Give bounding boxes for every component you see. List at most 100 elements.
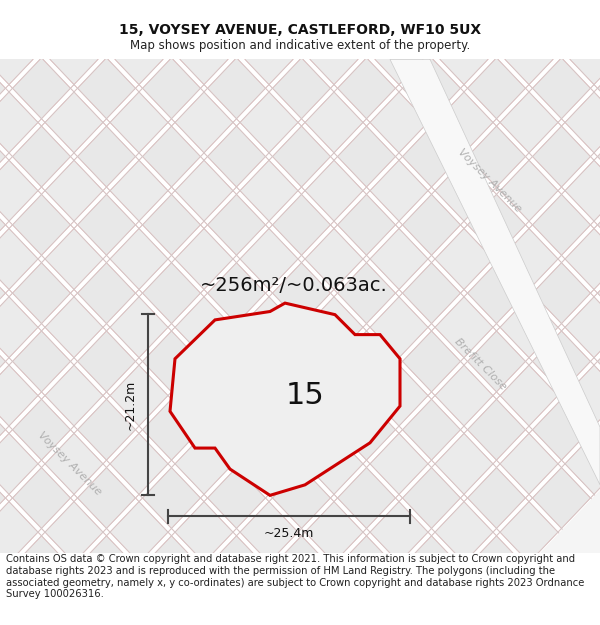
- Polygon shape: [403, 331, 461, 392]
- Polygon shape: [467, 194, 526, 255]
- Polygon shape: [370, 365, 428, 426]
- Polygon shape: [370, 433, 428, 494]
- Polygon shape: [403, 536, 461, 597]
- Polygon shape: [45, 502, 103, 562]
- Polygon shape: [337, 262, 395, 324]
- Polygon shape: [598, 536, 600, 597]
- Polygon shape: [272, 262, 331, 324]
- Polygon shape: [0, 433, 38, 494]
- Polygon shape: [370, 160, 428, 221]
- Polygon shape: [45, 24, 103, 84]
- Polygon shape: [175, 433, 233, 494]
- Polygon shape: [208, 262, 265, 324]
- Polygon shape: [263, 346, 347, 414]
- Polygon shape: [565, 92, 600, 153]
- Polygon shape: [403, 126, 461, 187]
- Polygon shape: [403, 262, 461, 324]
- Polygon shape: [565, 229, 600, 289]
- Polygon shape: [0, 24, 38, 84]
- Polygon shape: [110, 92, 168, 153]
- Polygon shape: [110, 229, 168, 289]
- Polygon shape: [500, 160, 558, 221]
- Polygon shape: [175, 24, 233, 84]
- Polygon shape: [77, 331, 136, 392]
- Polygon shape: [435, 160, 493, 221]
- Polygon shape: [598, 194, 600, 255]
- Polygon shape: [208, 399, 265, 460]
- Polygon shape: [390, 59, 600, 485]
- Polygon shape: [240, 24, 298, 84]
- Polygon shape: [272, 58, 331, 119]
- Polygon shape: [598, 126, 600, 187]
- Polygon shape: [240, 92, 298, 153]
- Polygon shape: [175, 297, 233, 358]
- Polygon shape: [0, 365, 38, 426]
- Polygon shape: [240, 297, 298, 358]
- Polygon shape: [598, 399, 600, 460]
- Polygon shape: [467, 536, 526, 597]
- Polygon shape: [0, 468, 5, 529]
- Polygon shape: [0, 92, 38, 153]
- Polygon shape: [598, 468, 600, 529]
- Polygon shape: [110, 502, 168, 562]
- Polygon shape: [240, 502, 298, 562]
- Polygon shape: [143, 536, 200, 597]
- Polygon shape: [305, 24, 363, 84]
- Polygon shape: [0, 536, 5, 597]
- Polygon shape: [337, 331, 395, 392]
- Polygon shape: [175, 92, 233, 153]
- Polygon shape: [240, 229, 298, 289]
- Polygon shape: [598, 262, 600, 324]
- Polygon shape: [565, 160, 600, 221]
- Polygon shape: [143, 399, 200, 460]
- Polygon shape: [272, 194, 331, 255]
- Polygon shape: [175, 229, 233, 289]
- Polygon shape: [370, 297, 428, 358]
- Polygon shape: [370, 24, 428, 84]
- Polygon shape: [533, 331, 590, 392]
- Polygon shape: [533, 536, 590, 597]
- Polygon shape: [0, 331, 5, 392]
- Text: ~21.2m: ~21.2m: [124, 379, 137, 429]
- Polygon shape: [500, 297, 558, 358]
- Polygon shape: [533, 126, 590, 187]
- Polygon shape: [305, 229, 363, 289]
- Polygon shape: [435, 297, 493, 358]
- Polygon shape: [500, 92, 558, 153]
- Polygon shape: [272, 399, 331, 460]
- Polygon shape: [0, 194, 5, 255]
- Polygon shape: [0, 297, 38, 358]
- Polygon shape: [143, 262, 200, 324]
- Polygon shape: [533, 399, 590, 460]
- Polygon shape: [143, 58, 200, 119]
- Polygon shape: [435, 502, 493, 562]
- Polygon shape: [500, 24, 558, 84]
- Polygon shape: [175, 502, 233, 562]
- Polygon shape: [305, 92, 363, 153]
- Polygon shape: [337, 468, 395, 529]
- Polygon shape: [143, 194, 200, 255]
- Polygon shape: [435, 92, 493, 153]
- Polygon shape: [467, 262, 526, 324]
- Polygon shape: [337, 399, 395, 460]
- Polygon shape: [565, 365, 600, 426]
- Polygon shape: [240, 433, 298, 494]
- Polygon shape: [13, 194, 71, 255]
- Polygon shape: [467, 331, 526, 392]
- Polygon shape: [77, 536, 136, 597]
- Polygon shape: [403, 194, 461, 255]
- Polygon shape: [533, 194, 590, 255]
- Polygon shape: [598, 331, 600, 392]
- Polygon shape: [110, 297, 168, 358]
- Text: Contains OS data © Crown copyright and database right 2021. This information is : Contains OS data © Crown copyright and d…: [6, 554, 584, 599]
- Polygon shape: [435, 24, 493, 84]
- Polygon shape: [337, 126, 395, 187]
- Polygon shape: [0, 399, 5, 460]
- Polygon shape: [500, 433, 558, 494]
- Polygon shape: [77, 399, 136, 460]
- Polygon shape: [305, 160, 363, 221]
- Polygon shape: [110, 433, 168, 494]
- Polygon shape: [45, 365, 103, 426]
- Polygon shape: [565, 433, 600, 494]
- Polygon shape: [175, 160, 233, 221]
